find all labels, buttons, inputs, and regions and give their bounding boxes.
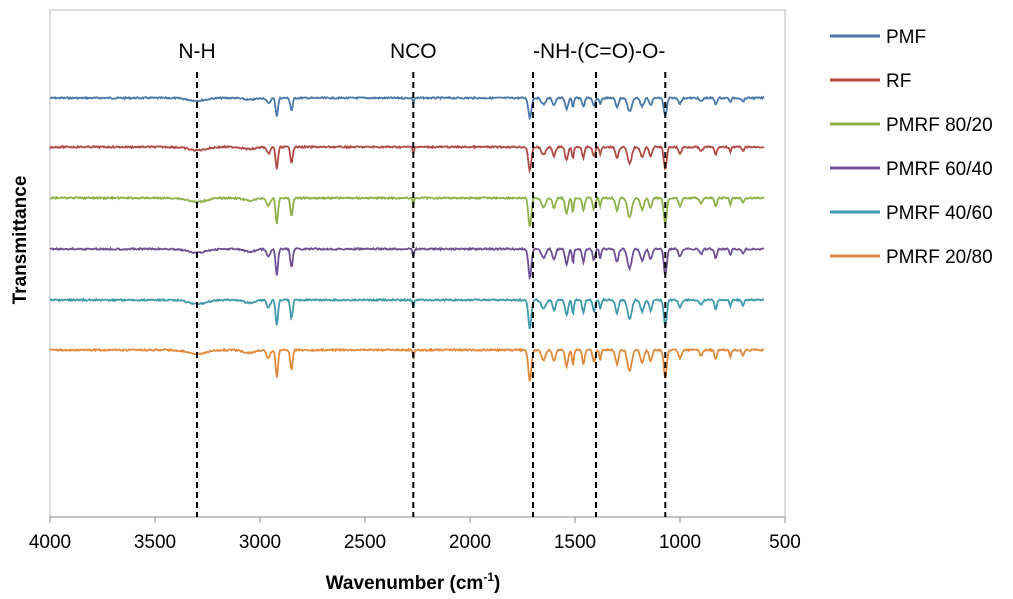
legend-label: PMRF 80/20 [886, 115, 993, 136]
x-tick-label: 2000 [449, 532, 491, 553]
x-tick-label: 2500 [344, 532, 386, 553]
annotation-label: -NH-(C=O)-O- [533, 40, 665, 63]
series-line-2 [49, 144, 765, 174]
series-line-3 [49, 195, 765, 227]
legend-label: PMRF 60/40 [886, 159, 993, 180]
x-tick-label: 1500 [554, 532, 596, 553]
series-line-1 [49, 95, 765, 121]
plot-area [49, 9, 786, 518]
series-line-6 [49, 347, 764, 382]
legend-label: PMF [886, 27, 926, 48]
x-tick-label: 3000 [239, 532, 281, 553]
x-tick-label: 500 [769, 532, 801, 553]
legend-label: PMRF 20/80 [886, 247, 993, 268]
x-axis-title: Wavenumber (cm-1) [326, 570, 501, 594]
annotation-label: N-H [178, 40, 215, 63]
y-axis-title: Transmittance [10, 176, 31, 305]
x-tick-label: 4000 [29, 532, 71, 553]
x-tick-label: 3500 [134, 532, 176, 553]
legend-label: RF [886, 71, 911, 92]
x-tick-label: 1000 [659, 532, 701, 553]
series-line-5 [49, 297, 765, 330]
legend-label: PMRF 40/60 [886, 203, 993, 224]
annotation-label: NCO [390, 40, 437, 63]
series-line-4 [49, 246, 764, 281]
